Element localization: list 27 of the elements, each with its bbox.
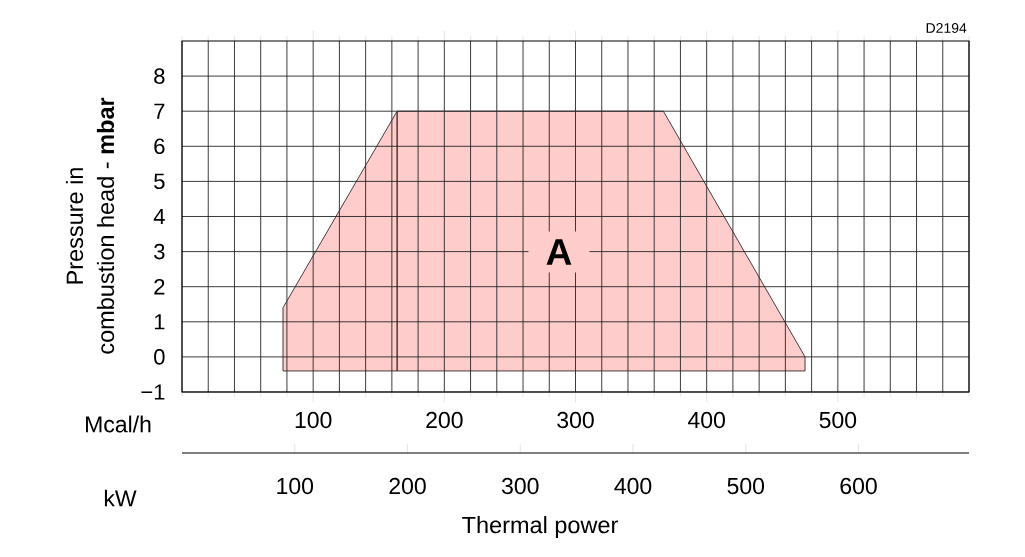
annotation: A <box>546 239 572 265</box>
y-tick-label: 6 <box>154 138 165 155</box>
y-tick-label: 0 <box>154 349 165 365</box>
y-tick-label: 8 <box>154 68 165 84</box>
y-tick-label: 3 <box>154 243 165 260</box>
y-tick-label: 7 <box>154 103 165 119</box>
x2-axis-title: kW <box>104 489 137 507</box>
y-tick-label: −1 <box>141 384 165 400</box>
x-tick-label: 400 <box>688 411 725 429</box>
y-tick-label: 1 <box>154 314 165 330</box>
x-tick-label: 300 <box>557 411 594 429</box>
y-tick-label: 2 <box>154 279 165 295</box>
x-axis-title: Mcal/h <box>86 415 151 433</box>
x2-tick-label: 200 <box>389 477 426 495</box>
x-tick-label: 100 <box>295 411 332 429</box>
x2-tick-label: 500 <box>727 477 765 495</box>
y-tick-label: 5 <box>154 173 165 190</box>
x-tick-label: 500 <box>819 411 857 429</box>
y-tick-label: 4 <box>153 208 165 225</box>
x-tick-label: 200 <box>426 411 463 429</box>
text: Thermal power <box>462 516 618 538</box>
x2-tick-label: 400 <box>614 477 652 495</box>
x2-tick-label: 600 <box>840 477 877 495</box>
text: D2194 <box>926 23 967 33</box>
y-axis-title: Pressure in combustion head - mbar <box>65 97 115 354</box>
x2-tick-label: 100 <box>277 477 314 495</box>
x2-tick-label: 300 <box>501 477 539 495</box>
